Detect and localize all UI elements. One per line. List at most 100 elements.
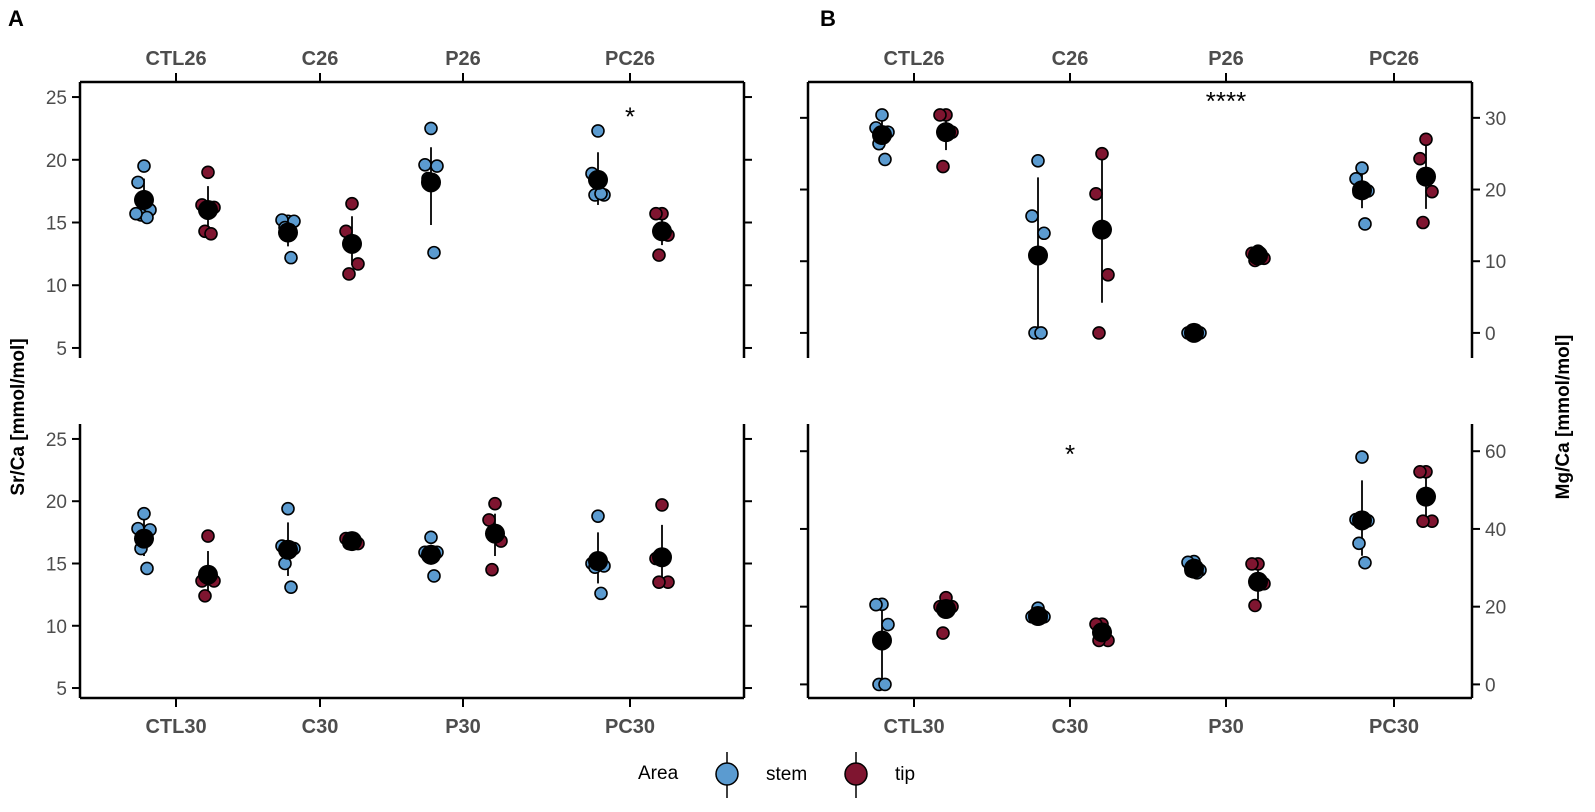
x-group-label: C26 (1052, 48, 1089, 70)
stem-data-point (129, 206, 143, 221)
stem-data-point (1037, 226, 1051, 241)
significance-marker: **** (1206, 86, 1246, 116)
tip-mean-point (1248, 571, 1268, 592)
y-tick-label: 10 (46, 617, 67, 638)
tip-data-point (936, 626, 950, 640)
tip-data-point (1245, 557, 1259, 571)
y-tick-label: 10 (1485, 252, 1506, 273)
stem-data-point (1352, 536, 1366, 551)
tip-mean-point (342, 531, 362, 552)
tip-data-point (936, 159, 950, 174)
x-group-label: CTL30 (145, 716, 206, 738)
x-group-label: PC26 (605, 48, 655, 70)
tip-data-point (1413, 151, 1427, 166)
stem-mean-point (588, 551, 608, 571)
tip-data-point (345, 196, 359, 211)
y-axis-title-mg-ca: Mg/Ca [mmol/mol] (1553, 335, 1574, 500)
tip-data-point (1425, 184, 1439, 199)
tip-data-point (204, 227, 218, 241)
stem-data-point (878, 677, 892, 692)
y-tick-label: 15 (46, 554, 67, 575)
stem-mean-point (588, 169, 608, 190)
x-group-label: PC30 (1369, 716, 1419, 738)
x-group-label: P26 (445, 48, 481, 70)
stem-mean-point (1352, 510, 1372, 531)
stem-data-point (140, 210, 154, 225)
legend-title: Area (638, 763, 679, 784)
x-group-label: CTL30 (883, 716, 944, 738)
stem-data-point (1355, 161, 1369, 175)
stem-data-point (881, 617, 895, 632)
tip-mean-point (936, 598, 956, 619)
stem-mean-point (872, 630, 892, 651)
stem-data-point (1031, 154, 1045, 168)
tip-data-point (488, 496, 502, 511)
tip-data-point (1419, 132, 1433, 147)
tip-data-point (201, 165, 215, 180)
stem-mean-point (1184, 558, 1204, 579)
stem-data-point (878, 152, 892, 167)
tip-data-point (342, 267, 356, 281)
y-axis-title-sr-ca: Sr/Ca [mmol/mol] (8, 338, 29, 495)
x-group-label: PC30 (605, 716, 655, 738)
x-group-label: C26 (302, 48, 339, 70)
tip-data-point (652, 248, 666, 262)
tip-mean-point (652, 547, 672, 568)
tip-data-point (1101, 268, 1115, 282)
x-group-label: C30 (1052, 716, 1089, 738)
tip-data-point (1416, 215, 1430, 230)
x-group-label: P30 (445, 716, 481, 738)
x-group-label: CTL26 (883, 48, 944, 70)
y-tick-label: 20 (1485, 181, 1506, 202)
x-group-label: C30 (302, 716, 339, 738)
stem-data-point (1358, 555, 1372, 570)
tip-mean-point (198, 564, 218, 585)
stem-data-point (137, 506, 151, 521)
tip-mean-point (936, 122, 956, 143)
tip-data-point (1095, 146, 1109, 161)
y-tick-label: 25 (46, 430, 67, 451)
stem-mean-point (1028, 605, 1048, 626)
stem-data-point (1034, 326, 1048, 340)
y-tick-label: 10 (46, 276, 67, 297)
y-tick-label: 40 (1485, 520, 1506, 541)
stem-data-point (284, 250, 298, 265)
stem-data-point (284, 580, 298, 594)
stem-mean-point (1352, 180, 1372, 201)
stem-data-point (427, 569, 441, 583)
y-tick-label: 5 (56, 679, 67, 700)
tip-mean-point (1416, 166, 1436, 187)
stem-data-point (140, 561, 154, 576)
stem-data-point (869, 597, 883, 612)
stem-data-point (137, 159, 151, 173)
stem-data-point (424, 530, 438, 545)
y-tick-label: 30 (1485, 109, 1506, 130)
stem-data-point (591, 509, 605, 523)
y-tick-label: 0 (1485, 324, 1496, 345)
tip-data-point (649, 206, 663, 221)
legend: Area stem tip (638, 752, 915, 798)
tip-data-point (652, 575, 666, 589)
stem-data-point (591, 124, 605, 138)
stem-mean-point (872, 125, 892, 146)
tip-mean-point (1092, 622, 1112, 643)
y-tick-label: 60 (1485, 442, 1506, 463)
y-tick-label: 20 (46, 151, 67, 172)
panel-letter-a: A (8, 6, 24, 31)
tip-mean-point (1416, 486, 1436, 507)
x-group-label: P26 (1208, 48, 1244, 70)
tip-data-point (933, 108, 947, 122)
stem-mean-point (421, 544, 441, 565)
tip-data-point (1089, 187, 1103, 201)
legend-label-tip: tip (895, 764, 915, 785)
y-tick-label: 15 (46, 214, 67, 235)
y-tick-label: 20 (1485, 598, 1506, 619)
tip-data-point (485, 562, 499, 577)
plot-layer: 5 10 15 20 25 CTL26 C26 P26 PC26 * 5 10 15 20 25 CTL30 C… (46, 48, 1506, 738)
stem-data-point (427, 245, 441, 260)
stem-mean-point (278, 222, 298, 243)
y-tick-label: 25 (46, 88, 67, 109)
tip-data-point (1092, 326, 1106, 340)
stem-mean-point (278, 539, 298, 560)
